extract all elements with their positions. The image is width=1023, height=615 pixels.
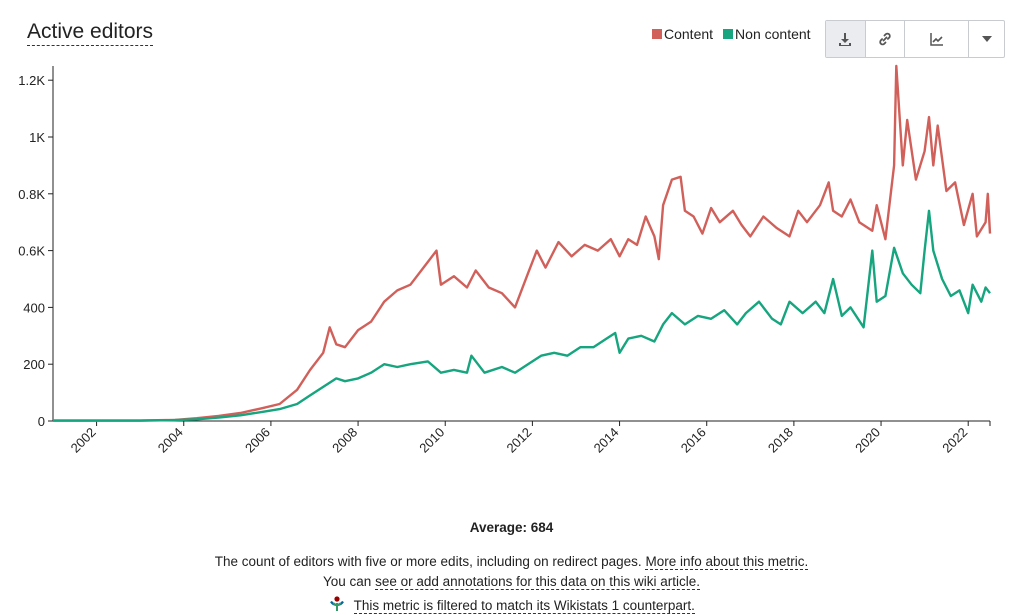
chart-title: Active editors xyxy=(27,20,154,46)
legend-item-non-content[interactable]: Non content xyxy=(723,26,811,42)
chart-type-button[interactable] xyxy=(905,21,970,57)
metric-description: The count of editors with five or more e… xyxy=(0,554,1023,570)
y-axis: 0 200 400 0.6K 0.8K 1K 1.2K xyxy=(18,66,54,429)
link-button[interactable] xyxy=(866,21,906,57)
y-tick-label: 0 xyxy=(38,414,45,429)
x-tick-label: 2008 xyxy=(329,425,360,456)
options-dropdown-button[interactable] xyxy=(969,21,1004,57)
x-tick-label: 2020 xyxy=(852,425,883,456)
wikimedia-logo-icon xyxy=(330,596,345,611)
filter-note: This metric is filtered to match its Wik… xyxy=(0,595,1023,614)
series-line-content[interactable] xyxy=(53,64,992,422)
x-tick-label: 2010 xyxy=(416,425,447,456)
y-tick-label: 1.2K xyxy=(18,73,45,88)
filter-link[interactable]: This metric is filtered to match its Wik… xyxy=(353,598,695,614)
x-tick-label: 2002 xyxy=(68,425,99,456)
annotation-line: You can see or add annotations for this … xyxy=(0,574,1023,590)
legend-swatch-content xyxy=(652,29,662,39)
y-tick-label: 0.6K xyxy=(18,244,45,259)
series-line-non-content[interactable] xyxy=(53,209,991,422)
link-icon xyxy=(879,32,891,46)
y-tick-label: 200 xyxy=(23,357,45,372)
legend-item-content[interactable]: Content xyxy=(652,26,713,42)
chart-lines xyxy=(53,64,992,422)
description-text: The count of editors with five or more e… xyxy=(214,554,642,569)
x-tick-label: 2004 xyxy=(155,425,186,456)
legend-swatch-non-content xyxy=(723,29,734,39)
x-axis: 2002 2004 2006 2008 2010 2012 2014 2016 2018 2020… xyxy=(53,420,991,456)
more-info-link[interactable]: More info about this metric. xyxy=(645,554,809,570)
y-tick-label: 1K xyxy=(29,130,45,145)
chart-toolbar xyxy=(825,20,1005,58)
annotation-prefix: You can xyxy=(322,574,372,589)
x-tick-label: 2014 xyxy=(591,425,622,456)
legend: Content Non content xyxy=(652,26,817,42)
y-tick-label: 400 xyxy=(23,300,45,315)
caret-down-icon xyxy=(981,36,992,42)
x-tick-label: 2012 xyxy=(503,425,534,456)
download-icon xyxy=(839,33,852,46)
annotations-link[interactable]: see or add annotations for this data on … xyxy=(375,574,700,590)
y-tick-label: 0.8K xyxy=(18,187,45,202)
x-tick-label: 2016 xyxy=(678,425,709,456)
chart-line-icon xyxy=(930,33,943,46)
x-tick-label: 2018 xyxy=(765,425,796,456)
legend-label-content: Content xyxy=(664,26,714,42)
x-tick-label: 2022 xyxy=(939,425,970,456)
download-button[interactable] xyxy=(826,21,866,57)
x-tick-label: 2006 xyxy=(242,425,273,456)
legend-label-non-content: Non content xyxy=(735,26,811,42)
average-value: Average: 684 xyxy=(469,520,554,535)
